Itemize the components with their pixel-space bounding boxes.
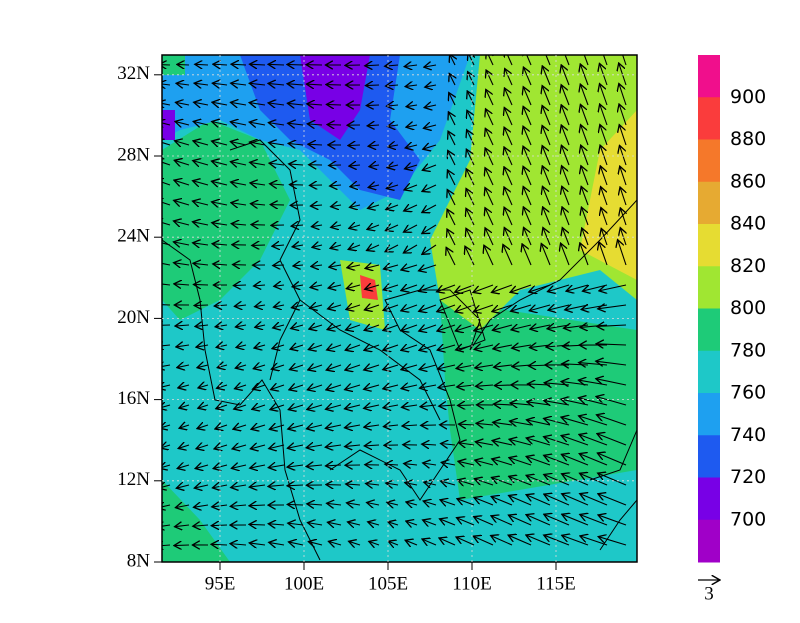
colorbar-label: 780 <box>730 339 766 361</box>
wind-arrow <box>326 104 341 105</box>
wind-arrow <box>194 284 208 285</box>
colorbar-bin <box>698 309 720 352</box>
colorbar-bin <box>698 97 720 140</box>
wind-arrow <box>252 245 265 246</box>
colorbar-label: 700 <box>730 508 766 530</box>
colorbar-label: 860 <box>730 170 766 192</box>
lat-tick-label: 8N <box>127 550 151 571</box>
wind-arrow <box>233 285 246 286</box>
wind-arrow <box>211 525 227 526</box>
lon-tick-label: 110E <box>452 573 491 594</box>
lon-tick-label: 100E <box>284 573 324 594</box>
wind-arrow <box>211 544 227 545</box>
wind-arrow <box>366 105 379 106</box>
wind-arrow <box>287 504 303 505</box>
lat-tick-label: 32N <box>117 63 150 84</box>
wind-arrow <box>366 85 379 86</box>
wind-arrow <box>249 524 265 525</box>
lon-tick-label: 105E <box>368 573 408 594</box>
colorbar: 900 880 860 840 820 800 780 760 740 720 700 <box>698 55 766 563</box>
colorbar-label: 900 <box>730 86 766 108</box>
reference-vector-label: 3 <box>704 583 714 604</box>
wind-arrow <box>174 545 189 546</box>
colorbar-bin <box>698 140 720 183</box>
lat-tick-label: 12N <box>117 469 150 490</box>
colorbar-bin <box>698 182 720 225</box>
wind-arrow <box>348 145 360 146</box>
wind-arrow <box>249 505 265 506</box>
wind-arrow <box>365 65 379 66</box>
colorbar-bin <box>698 520 720 563</box>
colorbar-label: 840 <box>730 213 766 235</box>
wind-arrow <box>195 64 208 65</box>
colorbar-label: 800 <box>730 297 766 319</box>
colorbar-bin <box>698 351 720 394</box>
wind-arrow <box>268 64 284 65</box>
colorbar-bin <box>698 393 720 436</box>
colorbar-bin <box>698 55 720 98</box>
wind-arrow <box>458 405 474 406</box>
colorbar-bin <box>698 266 720 309</box>
colorbar-bin <box>698 478 720 521</box>
colorbar-label: 880 <box>730 128 766 150</box>
colorbar-label: 760 <box>730 382 766 404</box>
colorbar-label: 720 <box>730 466 766 488</box>
lon-tick-label: 95E <box>205 573 236 594</box>
colorbar-label: 820 <box>730 255 766 277</box>
colorbar-bin <box>698 435 720 478</box>
wind-arrow <box>287 64 303 65</box>
colorbar-bin <box>698 224 720 267</box>
wind-arrow <box>177 64 189 65</box>
lon-tick-label: 115E <box>536 573 575 594</box>
lat-tick-label: 16N <box>117 388 150 409</box>
wind-arrow <box>194 305 208 306</box>
lat-tick-label: 24N <box>117 226 150 247</box>
wind-arrow <box>494 385 512 386</box>
lat-tick-label: 20N <box>117 307 150 328</box>
colorbar-label: 740 <box>730 424 766 446</box>
lat-tick-label: 28N <box>117 144 150 165</box>
wind-arrow <box>273 265 284 266</box>
shaded-field <box>162 55 637 562</box>
